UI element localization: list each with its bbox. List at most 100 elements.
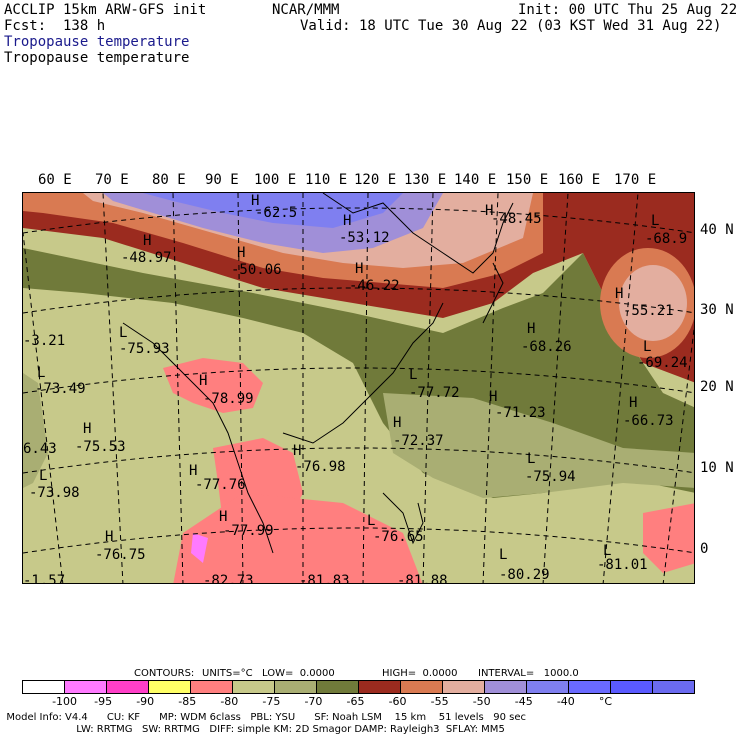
map-value: -76.75: [95, 547, 146, 563]
field-east-salmon-core: [619, 265, 687, 341]
map-value: -75.53: [75, 439, 126, 455]
lat-label: 40 N: [700, 222, 734, 238]
field-very-cold-patch: [191, 533, 208, 563]
map-value: -81.88: [397, 573, 448, 584]
field-title-primary: Tropopause temperature: [4, 34, 190, 50]
legend-tick-label: -85: [178, 695, 197, 708]
map-value: -81.01: [597, 557, 648, 573]
map-labels: H -62.5 H -53.12 H -48.45 L -68.9 H -48.…: [23, 193, 694, 584]
map-marker: L: [37, 365, 46, 381]
map-value: -76.98: [295, 459, 346, 475]
map-marker: L: [651, 213, 660, 229]
map-value: -77.72: [409, 385, 460, 401]
map-value: -72.37: [393, 433, 444, 449]
map-value: -53.12: [339, 230, 390, 246]
map-value: -66.73: [623, 413, 674, 429]
lon-label: 60 E: [38, 172, 72, 188]
legend-tick-label: -40: [556, 695, 575, 708]
contours-high: HIGH= 0.0000: [382, 668, 458, 679]
map-value: -77.99: [223, 523, 274, 539]
field-cold-patch-south: [173, 493, 423, 583]
lat-label: 0: [700, 541, 709, 557]
lon-label: 140 E: [454, 172, 497, 188]
lon-label: 110 E: [305, 172, 348, 188]
lon-label: 160 E: [558, 172, 601, 188]
contours-interval: INTERVAL= 1000.0: [478, 668, 579, 679]
lon-label: 120 E: [354, 172, 397, 188]
tropopause-temperature-map: H -62.5 H -53.12 H -48.45 L -68.9 H -48.…: [22, 192, 695, 584]
legend-swatch: [233, 681, 275, 693]
field-olive-band-south: [383, 393, 694, 498]
contours-low: LOW= 0.0000: [262, 668, 335, 679]
map-marker: H: [629, 395, 638, 411]
legend-swatch: [359, 681, 401, 693]
physics-info-line: LW: RRTMG SW: RRTMG DIFF: simple KM: 2D …: [0, 724, 505, 735]
map-value: -46.22: [349, 278, 400, 294]
longitude-axis: 60 E 70 E 80 E 90 E 100 E 110 E 120 E 13…: [0, 172, 740, 188]
field-cold-patch-bay: [163, 358, 263, 413]
map-marker: H: [189, 463, 198, 479]
legend-swatch: [65, 681, 107, 693]
map-value: -48.45: [491, 211, 542, 227]
legend-swatch: [107, 681, 149, 693]
map-marker: H: [293, 443, 302, 459]
map-value: -48.97: [121, 250, 172, 266]
legend-tick-label: -70: [304, 695, 323, 708]
map-marker: L: [603, 543, 612, 559]
map-marker: H: [355, 261, 364, 277]
lon-label: 90 E: [205, 172, 239, 188]
map-value: -69.24: [637, 355, 688, 371]
legend-tick-label: -45: [514, 695, 533, 708]
forecast-hour: Fcst: 138 h: [4, 18, 106, 34]
lon-label: 150 E: [506, 172, 549, 188]
lat-label: 20 N: [700, 379, 734, 395]
legend-swatch: [401, 681, 443, 693]
init-time: Init: 00 UTC Thu 25 Aug 22: [518, 2, 738, 18]
map-value: -80.29: [499, 567, 550, 583]
model-info-line: Model Info: V4.4 CU: KF MP: WDM 6class P…: [0, 712, 526, 723]
source-label: NCAR/MMM: [272, 2, 340, 18]
valid-time: Valid: 18 UTC Tue 30 Aug 22 (03 KST Wed …: [300, 18, 722, 34]
map-marker: H: [237, 245, 246, 261]
lon-label: 100 E: [254, 172, 297, 188]
map-value: -50.06: [231, 262, 282, 278]
map-value: -78.99: [203, 391, 254, 407]
legend-swatch: [527, 681, 569, 693]
lon-label: 170 E: [614, 172, 657, 188]
lon-label: 80 E: [152, 172, 186, 188]
map-marker: H: [83, 421, 92, 437]
legend-tick-label: -75: [262, 695, 281, 708]
map-canvas: [23, 193, 694, 583]
map-marker: H: [489, 389, 498, 405]
map-value: -75.93: [119, 341, 170, 357]
legend-swatch: [23, 681, 65, 693]
legend-swatch: [653, 681, 694, 693]
map-marker: H: [219, 509, 228, 525]
map-marker: H: [343, 213, 352, 229]
field-olive-patch-west: [23, 373, 48, 488]
map-value: 6.43: [23, 441, 57, 457]
legend-swatch: [275, 681, 317, 693]
field-blue-core: [143, 193, 403, 228]
legend-swatch: [443, 681, 485, 693]
legend-tick-label: -80: [220, 695, 239, 708]
map-value: -71.23: [495, 405, 546, 421]
map-marker: H: [485, 203, 494, 219]
map-marker: L: [527, 451, 536, 467]
map-marker: H: [199, 373, 208, 389]
field-title-secondary: Tropopause temperature: [4, 50, 190, 66]
map-value: -62.5: [255, 205, 298, 221]
map-value: -55.21: [623, 303, 674, 319]
map-value: -3.21: [23, 333, 66, 349]
legend-tick-label: -90: [136, 695, 155, 708]
map-marker: H: [105, 529, 114, 545]
map-marker: L: [643, 339, 652, 355]
contours-units: UNITS=°C: [202, 668, 253, 679]
legend-tick-label: -60: [388, 695, 407, 708]
legend-swatch: [569, 681, 611, 693]
map-marker: H: [251, 193, 260, 209]
lon-label: 70 E: [95, 172, 129, 188]
map-value: -76.65: [373, 529, 424, 545]
map-marker: L: [499, 547, 508, 563]
legend-swatch: [317, 681, 359, 693]
